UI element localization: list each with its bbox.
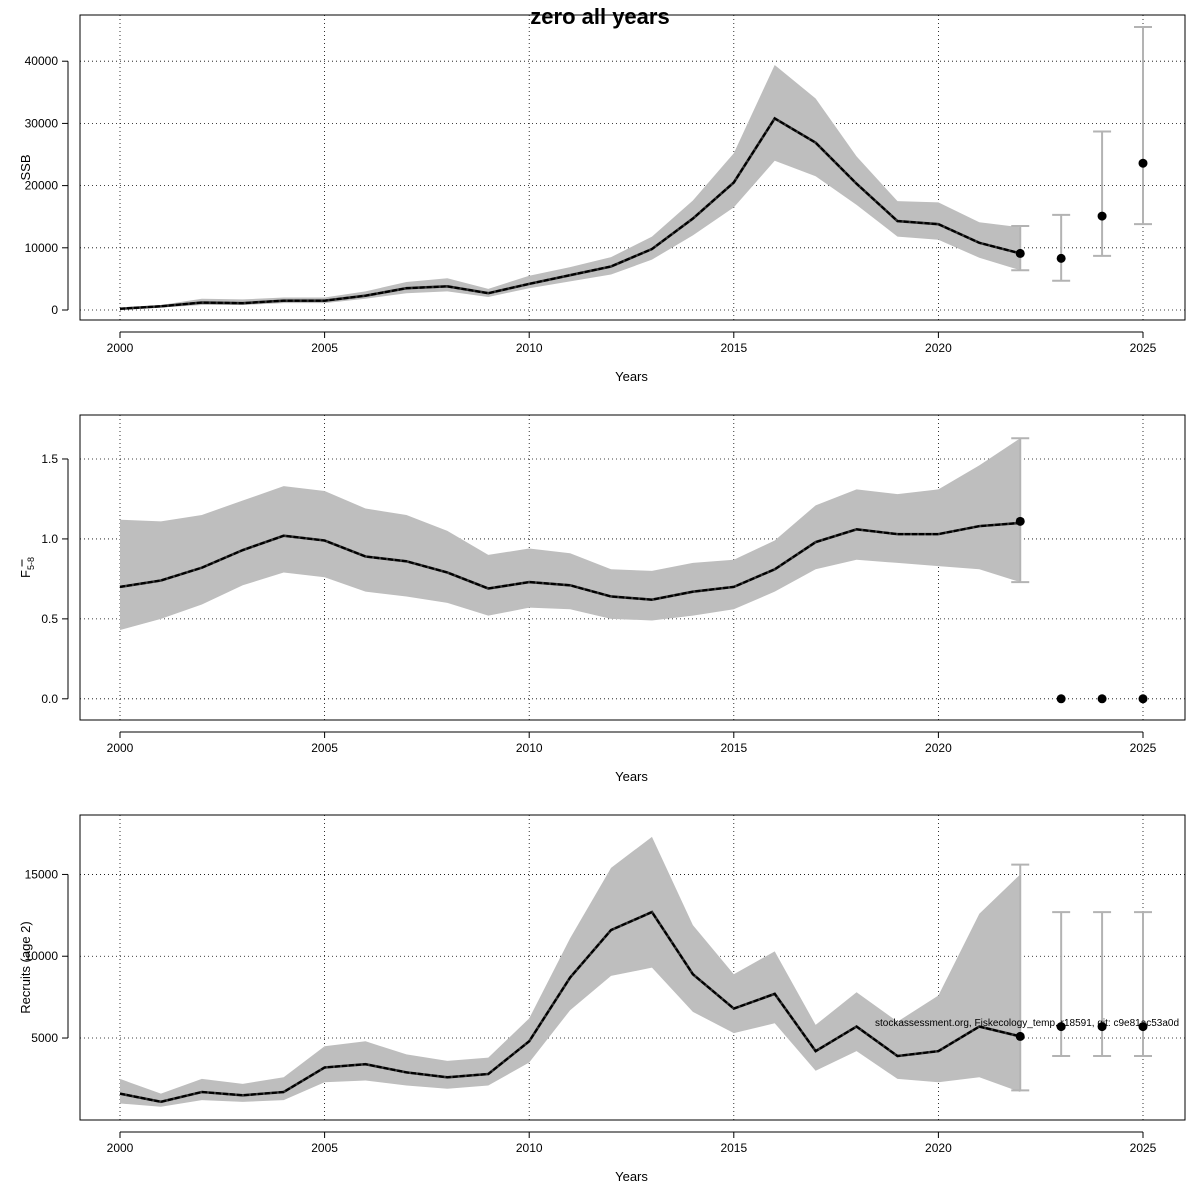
x-tick-label: 2000 (107, 741, 134, 755)
x-axis-title: Years (615, 769, 648, 784)
projection-point (1097, 694, 1107, 704)
x-tick-label: 2020 (925, 1141, 952, 1155)
confidence-band (120, 438, 1021, 631)
y-tick-label: 5000 (31, 1031, 58, 1045)
x-tick-label: 2010 (516, 741, 543, 755)
projection-point (1056, 694, 1066, 704)
fbar-panel: 2000 2005 2010 2015 2020 2025 0.0 0.5 1.0 1.5 Year… (18, 414, 1186, 784)
x-tick-label: 2025 (1130, 741, 1157, 755)
x-tick-label: 2000 (107, 341, 134, 355)
x-tick-label: 2010 (516, 341, 543, 355)
x-tick-label: 2015 (720, 741, 747, 755)
y-tick-label: 30000 (25, 116, 59, 130)
x-tick-label: 2025 (1130, 341, 1157, 355)
y-tick-label: 1.5 (41, 452, 58, 466)
footnote: stockassessment.org, Fiskecology_temp, r… (875, 1018, 1179, 1029)
projection-point (1015, 516, 1025, 526)
confidence-band (120, 64, 1021, 310)
y-axis-title: Recruits (age 2) (18, 921, 33, 1013)
x-tick-label: 2005 (311, 1141, 338, 1155)
y-tick-label: 10000 (25, 949, 59, 963)
plot-frame (79, 14, 1186, 321)
x-tick-label: 2025 (1130, 1141, 1157, 1155)
projection-point (1097, 211, 1107, 221)
x-tick-label: 2015 (720, 341, 747, 355)
x-axis-title: Years (615, 1169, 648, 1184)
y-tick-label: 0 (51, 303, 58, 317)
y-tick-label: 20000 (25, 179, 59, 193)
x-tick-label: 2020 (925, 341, 952, 355)
confidence-band (120, 836, 1021, 1107)
recruits-panel: 2000 2005 2010 2015 2020 2025 5000 10000 15000 Ye… (18, 814, 1186, 1184)
projection-point (1056, 253, 1066, 263)
x-tick-label: 2005 (311, 341, 338, 355)
y-tick-label: 1.0 (41, 532, 58, 546)
projection-point (1138, 1022, 1148, 1032)
plot-frame (79, 414, 1186, 721)
projection-point (1097, 1022, 1107, 1032)
estimate-line (119, 910, 1021, 1103)
projection-point (1138, 694, 1148, 704)
y-tick-label: 40000 (25, 54, 59, 68)
y-axis-title: F5-8 (18, 557, 36, 578)
projection-point (1015, 1031, 1025, 1041)
y-tick-label: 10000 (25, 241, 59, 255)
x-tick-label: 2015 (720, 1141, 747, 1155)
y-axis-subscript: 5-8 (26, 557, 36, 570)
plot-frame (79, 814, 1186, 1121)
y-tick-label: 0.0 (41, 692, 58, 706)
projection-point (1056, 1022, 1066, 1032)
y-tick-label: 15000 (25, 867, 59, 881)
projection-point (1015, 248, 1025, 258)
x-tick-label: 2020 (925, 741, 952, 755)
x-tick-label: 2005 (311, 741, 338, 755)
y-tick-label: 0.5 (41, 612, 58, 626)
projection-point (1138, 158, 1148, 168)
x-axis-title: Years (615, 369, 648, 384)
estimate-line (119, 116, 1021, 310)
y-axis-title: SSB (18, 154, 33, 180)
figure-title: zero all years (530, 4, 669, 29)
x-tick-label: 2010 (516, 1141, 543, 1155)
ssb-panel: 2000 2005 2010 2015 2020 2025 0 10000 20000 30000… (18, 14, 1186, 384)
x-tick-label: 2000 (107, 1141, 134, 1155)
estimate-line (119, 521, 1021, 601)
